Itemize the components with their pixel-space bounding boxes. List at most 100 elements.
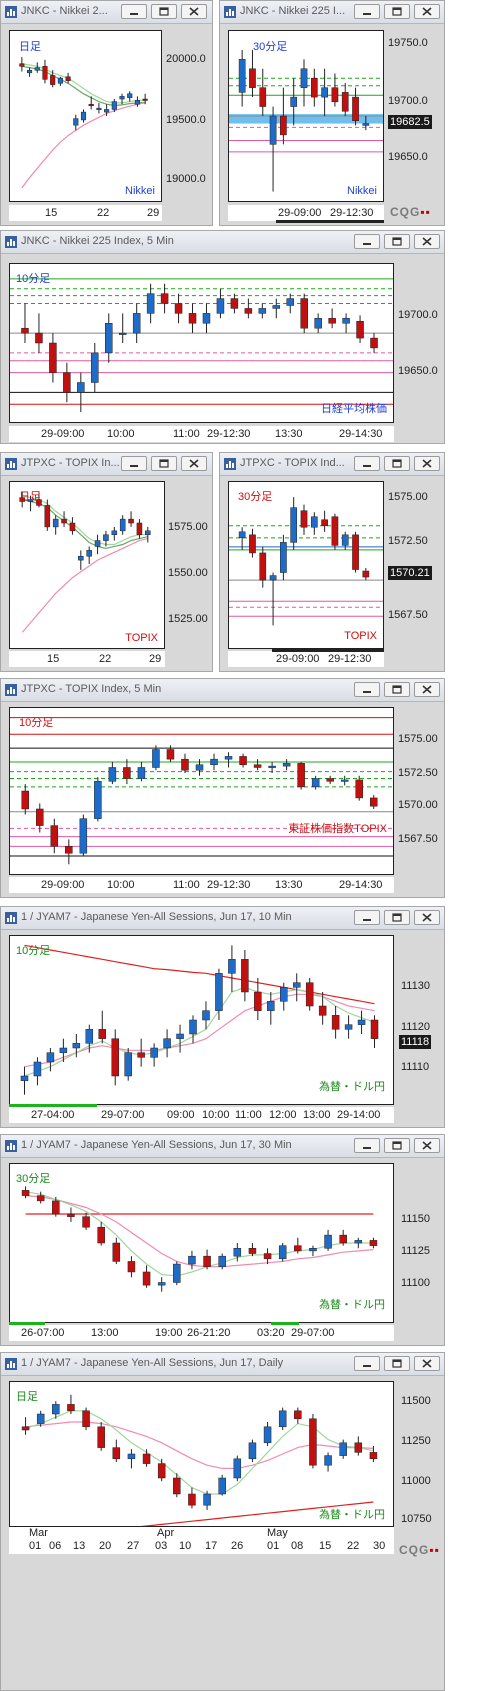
x-tick-label: 29-09:00 — [278, 207, 322, 219]
title-bar[interactable]: 1 / JYAM7 - Japanese Yen-All Sessions, J… — [1, 1135, 444, 1158]
candle-body — [278, 1410, 287, 1428]
maximize-icon — [159, 459, 169, 468]
y-tick-label: 19750.0 — [388, 37, 428, 49]
candle-body — [119, 96, 125, 100]
minimize-button[interactable] — [121, 4, 147, 19]
candle-body — [203, 1493, 211, 1506]
session-indicator — [9, 1104, 97, 1107]
close-button[interactable] — [414, 1138, 440, 1153]
maximize-button[interactable] — [384, 910, 410, 925]
timeframe-label: 10分足 — [19, 717, 54, 729]
candle-body — [44, 505, 51, 528]
x-axis: 29-09:00 29-12:30 — [228, 205, 384, 221]
minimize-button[interactable] — [121, 456, 147, 471]
minimize-icon — [130, 465, 138, 467]
plot-area[interactable]: 30分足 為替・ドル円 — [9, 1163, 394, 1323]
chart-window-nikkei-daily: JNKC - Nikkei 2... 日足 Nikkei 20000.0 195… — [0, 0, 213, 226]
maximize-button[interactable] — [384, 456, 410, 471]
candle-body — [324, 1234, 332, 1249]
x-tick-label: 29 — [149, 653, 162, 665]
title-bar[interactable]: 1 / JYAM7 - Japanese Yen-All Sessions, J… — [1, 1353, 444, 1376]
plot-area[interactable]: 日足 Nikkei — [9, 30, 162, 202]
maximize-button[interactable] — [384, 1138, 410, 1153]
minimize-button[interactable] — [354, 910, 380, 925]
minimize-icon — [363, 919, 371, 921]
moving-average-line — [25, 1191, 374, 1277]
y-tick-label: 11110 — [401, 1061, 430, 1073]
y-tick-label: 19000.0 — [166, 173, 206, 185]
candle-body — [309, 1248, 317, 1252]
x-tick-label: 29-09:00 — [41, 428, 85, 440]
y-tick-label: 1567.50 — [398, 833, 438, 845]
candle-body — [280, 542, 287, 573]
candlestick-chart — [10, 717, 393, 865]
minimize-button[interactable] — [354, 1356, 380, 1371]
close-button[interactable] — [414, 456, 440, 471]
maximize-button[interactable] — [384, 234, 410, 249]
candle-body — [314, 318, 322, 329]
plot-area[interactable]: 30分足 TOPIX — [228, 481, 384, 649]
close-button[interactable] — [181, 456, 207, 471]
maximize-button[interactable] — [384, 4, 410, 19]
close-button[interactable] — [414, 4, 440, 19]
y-tick-label: 19650.0 — [398, 365, 438, 377]
candle-body — [318, 1005, 327, 1016]
candle-body — [94, 540, 101, 547]
minimize-button[interactable] — [354, 234, 380, 249]
plot-area[interactable]: 日足 TOPIX — [9, 481, 165, 649]
plot-area[interactable]: 10分足 為替・ドル円 — [9, 935, 394, 1105]
candle-body — [267, 1001, 275, 1011]
plot-area[interactable]: 10分足 東証株価指数TOPIX — [9, 707, 394, 875]
minimize-button[interactable] — [354, 682, 380, 697]
title-bar[interactable]: JTPXC - TOPIX Index, 5 Min — [1, 679, 444, 702]
x-tick-label: 26-07:00 — [21, 1327, 65, 1339]
plot-area[interactable]: 日足 為替・ドル円 — [9, 1381, 394, 1527]
title-bar[interactable]: 1 / JYAM7 - Japanese Yen-All Sessions, J… — [1, 907, 444, 930]
minimize-button[interactable] — [354, 456, 380, 471]
maximize-button[interactable] — [151, 456, 177, 471]
close-button[interactable] — [414, 682, 440, 697]
title-bar[interactable]: JNKC - Nikkei 225 I... — [220, 1, 444, 24]
moving-average-line — [24, 944, 375, 1005]
title-bar[interactable]: JTPXC - TOPIX In... — [1, 453, 212, 476]
plot-area[interactable]: 30分足 Nikkei — [228, 30, 384, 202]
moving-average-line — [21, 65, 146, 107]
candle-body — [98, 1029, 107, 1039]
brand-logo: CQG▪▪ — [399, 1543, 440, 1557]
y-tick-label: 1575.00 — [168, 521, 208, 533]
close-button[interactable] — [181, 4, 207, 19]
candle-body — [269, 575, 277, 581]
candle-body — [137, 767, 146, 779]
close-icon — [189, 7, 199, 16]
candlestick-chart — [19, 491, 151, 633]
title-bar[interactable]: JTPXC - TOPIX Ind... — [220, 453, 444, 476]
close-button[interactable] — [414, 1356, 440, 1371]
candle-body — [321, 519, 328, 527]
current-price-marker: 1570.21 — [388, 566, 432, 580]
candle-body — [26, 69, 33, 74]
candle-body — [339, 1442, 347, 1456]
x-tick-label: 10:00 — [202, 1109, 230, 1121]
candle-body — [104, 109, 110, 113]
candle-body — [326, 778, 334, 782]
candlestick-chart — [19, 57, 148, 189]
x-tick-label: 01 — [29, 1540, 42, 1552]
maximize-icon — [392, 459, 402, 468]
time-scroll-indicator[interactable] — [272, 649, 384, 652]
y-tick-label: 1567.50 — [388, 609, 428, 621]
maximize-button[interactable] — [384, 1356, 410, 1371]
minimize-button[interactable] — [354, 4, 380, 19]
close-button[interactable] — [414, 910, 440, 925]
plot-area[interactable]: 10分足 日経平均株価 — [9, 263, 394, 423]
close-button[interactable] — [414, 234, 440, 249]
time-scroll-indicator[interactable] — [276, 220, 384, 223]
candle-body — [309, 1418, 317, 1466]
candle-body — [173, 1263, 181, 1283]
title-bar[interactable]: JNKC - Nikkei 2... — [1, 1, 212, 24]
minimize-button[interactable] — [354, 1138, 380, 1153]
maximize-button[interactable] — [151, 4, 177, 19]
candle-body — [67, 1404, 75, 1412]
title-bar[interactable]: JNKC - Nikkei 225 Index, 5 Min — [1, 231, 444, 254]
maximize-button[interactable] — [384, 682, 410, 697]
candle-body — [67, 1213, 75, 1217]
